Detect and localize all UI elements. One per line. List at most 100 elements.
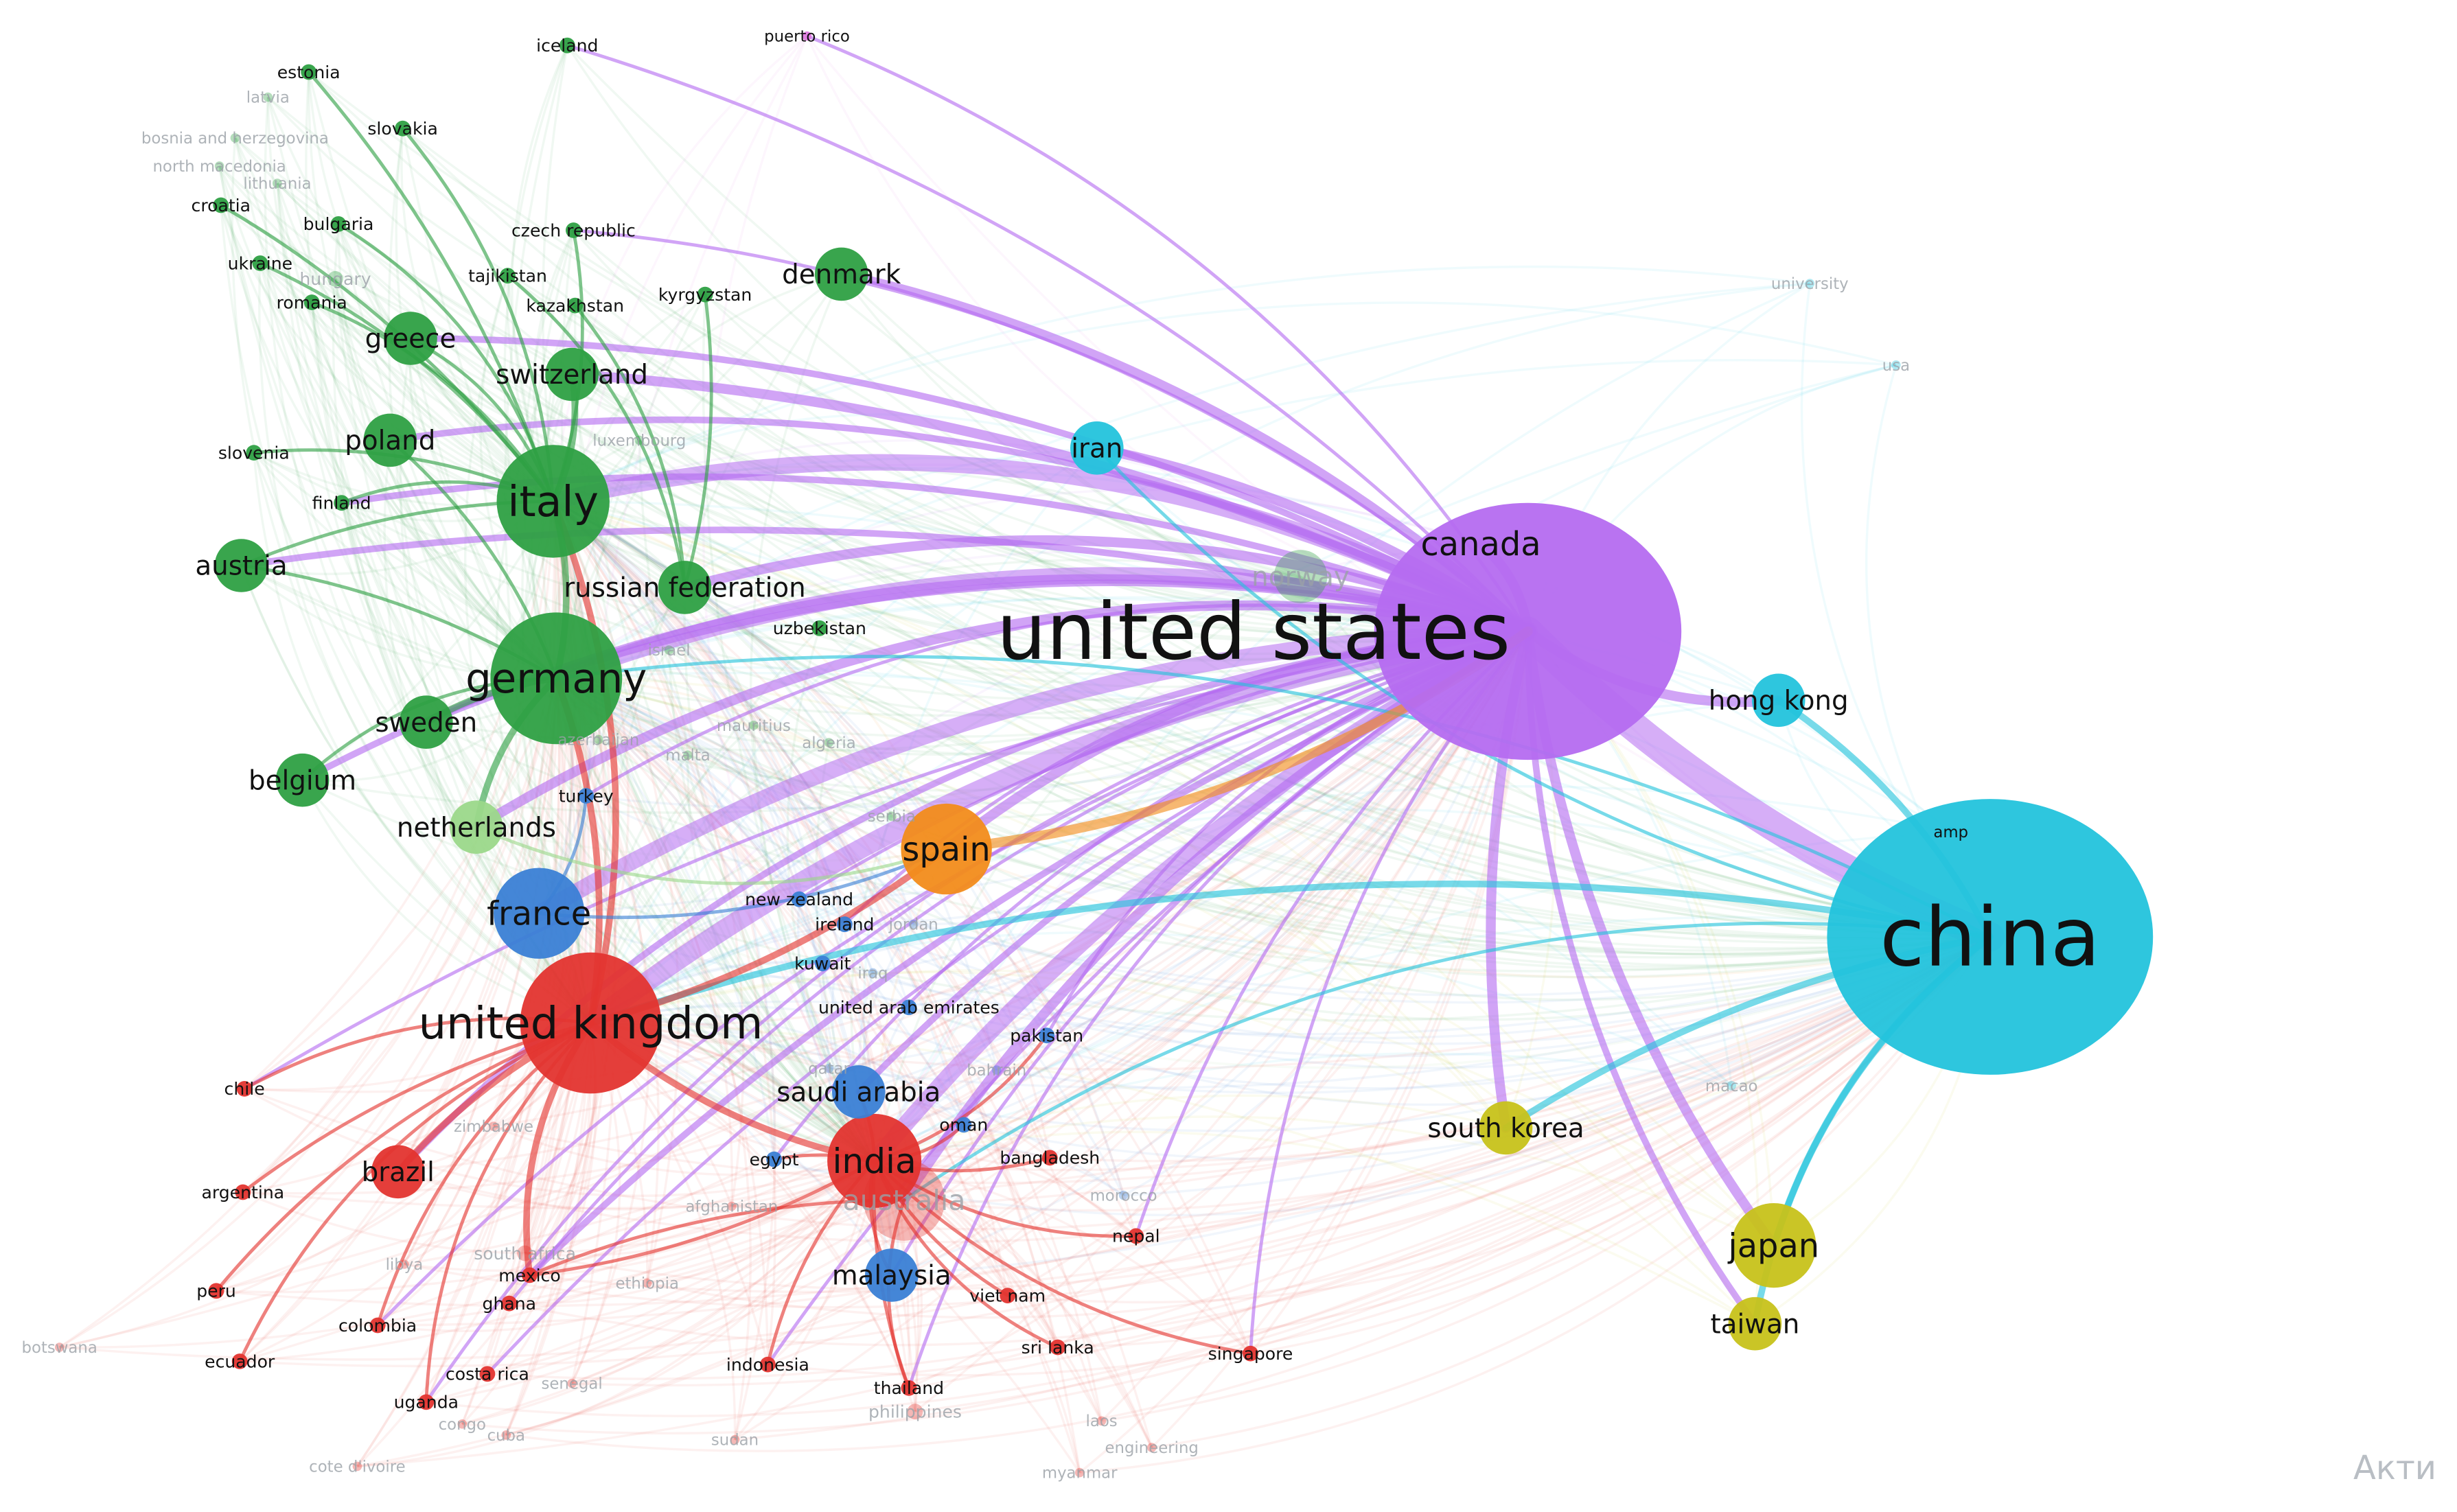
node-iceland[interactable] <box>559 37 575 54</box>
node-india[interactable] <box>827 1113 922 1208</box>
node-israel[interactable] <box>664 645 674 655</box>
node-uganda[interactable] <box>418 1394 435 1410</box>
node-bosnia-and-herzegovina[interactable] <box>230 133 240 143</box>
node-egypt[interactable] <box>766 1151 782 1167</box>
node-oman[interactable] <box>956 1117 972 1133</box>
node-qatar[interactable] <box>824 1063 834 1073</box>
node-morocco[interactable] <box>1118 1190 1129 1200</box>
node-usa[interactable] <box>1891 360 1901 370</box>
node-pakistan[interactable] <box>1039 1027 1055 1044</box>
node-norway[interactable] <box>1273 550 1328 603</box>
node-malta[interactable] <box>683 750 693 760</box>
node-slovenia[interactable] <box>246 445 262 461</box>
node-engineering[interactable] <box>1146 1443 1157 1452</box>
node-uzbekistan[interactable] <box>811 620 828 636</box>
node-kazakhstan[interactable] <box>567 297 584 314</box>
node-chile[interactable] <box>236 1081 253 1097</box>
node-bangladesh[interactable] <box>1041 1150 1058 1166</box>
node-viet-nam[interactable] <box>1000 1288 1016 1303</box>
node-taiwan[interactable] <box>1728 1296 1782 1351</box>
node-australia[interactable] <box>863 1159 945 1241</box>
node-south-korea[interactable] <box>1479 1101 1533 1155</box>
node-kuwait[interactable] <box>814 955 831 972</box>
node-turkey[interactable] <box>578 788 595 804</box>
node-netherlands[interactable] <box>450 800 503 854</box>
node-united-kingdom[interactable] <box>520 952 662 1094</box>
node-poland[interactable] <box>363 413 417 467</box>
node-singapore[interactable] <box>1243 1345 1258 1362</box>
node-mauritius[interactable] <box>749 721 759 730</box>
node-malaysia[interactable] <box>865 1248 919 1302</box>
node-sudan[interactable] <box>730 1434 740 1445</box>
node-mexico[interactable] <box>522 1267 538 1283</box>
node-belgium[interactable] <box>275 753 330 807</box>
node-cuba[interactable] <box>501 1430 511 1440</box>
node-costa-rica[interactable] <box>479 1366 496 1382</box>
node-iraq[interactable] <box>868 968 878 978</box>
node-tajikistan[interactable] <box>500 268 516 284</box>
node-united-arab-emirates[interactable] <box>901 999 917 1016</box>
node-ghana[interactable] <box>501 1295 518 1312</box>
node-austria[interactable] <box>214 539 268 592</box>
node-hong-kong[interactable] <box>1751 673 1806 728</box>
node-russian-federation[interactable] <box>658 561 712 614</box>
node-japan[interactable] <box>1731 1203 1816 1288</box>
node-peru[interactable] <box>208 1283 224 1299</box>
node-afghanistan[interactable] <box>727 1201 737 1211</box>
node-romania[interactable] <box>303 294 320 310</box>
node-latvia[interactable] <box>263 92 273 102</box>
node-sweden[interactable] <box>400 695 453 749</box>
node-philippines[interactable] <box>907 1404 923 1419</box>
node-kyrgyzstan[interactable] <box>697 286 713 303</box>
node-libya[interactable] <box>400 1259 409 1269</box>
node-zimbabwe[interactable] <box>489 1121 498 1131</box>
node-cote-d-ivoire[interactable] <box>352 1461 362 1472</box>
node-university[interactable] <box>1805 279 1815 288</box>
node-denmark[interactable] <box>814 247 868 301</box>
node-bulgaria[interactable] <box>330 216 347 232</box>
node-switzerland[interactable] <box>545 347 599 402</box>
node-thailand[interactable] <box>901 1380 917 1396</box>
node-colombia[interactable] <box>369 1317 386 1334</box>
node-macao[interactable] <box>1727 1081 1736 1091</box>
node-north-macedonia[interactable] <box>214 161 224 171</box>
node-germany[interactable] <box>490 612 623 745</box>
node-china[interactable] <box>1827 799 2154 1075</box>
node-jordan[interactable] <box>908 919 919 929</box>
node-greece[interactable] <box>384 312 437 365</box>
node-azerbaijan[interactable] <box>594 734 603 745</box>
node-argentina[interactable] <box>235 1184 251 1200</box>
node-czech-republic[interactable] <box>566 222 581 238</box>
node-croatia[interactable] <box>213 197 229 213</box>
node-senegal[interactable] <box>567 1378 577 1388</box>
node-hungary[interactable] <box>327 270 343 287</box>
node-algeria[interactable] <box>824 738 834 747</box>
node-indonesia[interactable] <box>760 1356 776 1373</box>
node-amp[interactable] <box>1946 827 1956 837</box>
node-puerto-rico[interactable] <box>802 31 812 41</box>
node-brazil[interactable] <box>371 1145 425 1199</box>
node-congo[interactable] <box>457 1419 468 1429</box>
node-serbia[interactable] <box>887 811 897 821</box>
node-slovakia[interactable] <box>395 120 411 137</box>
node-italy[interactable] <box>496 445 610 558</box>
node-ethiopia[interactable] <box>642 1278 652 1288</box>
node-lithuania[interactable] <box>273 178 282 188</box>
node-nepal[interactable] <box>1128 1228 1144 1244</box>
node-estonia[interactable] <box>301 64 317 80</box>
node-saudi-arabia[interactable] <box>832 1065 886 1119</box>
node-new-zealand[interactable] <box>791 891 807 907</box>
node-ukraine[interactable] <box>252 255 268 271</box>
node-ireland[interactable] <box>836 916 853 933</box>
node-spain[interactable] <box>901 803 992 895</box>
node-bahrain[interactable] <box>991 1065 1002 1075</box>
node-united-states[interactable] <box>1374 502 1682 760</box>
node-laos[interactable] <box>1096 1416 1107 1426</box>
node-sri-lanka[interactable] <box>1050 1339 1066 1356</box>
node-botswana[interactable] <box>54 1342 65 1352</box>
node-ecuador[interactable] <box>231 1353 248 1369</box>
node-finland[interactable] <box>334 495 349 511</box>
node-iran[interactable] <box>1070 421 1124 475</box>
node-luxembourg[interactable] <box>634 435 645 445</box>
node-south-africa[interactable] <box>517 1245 533 1261</box>
